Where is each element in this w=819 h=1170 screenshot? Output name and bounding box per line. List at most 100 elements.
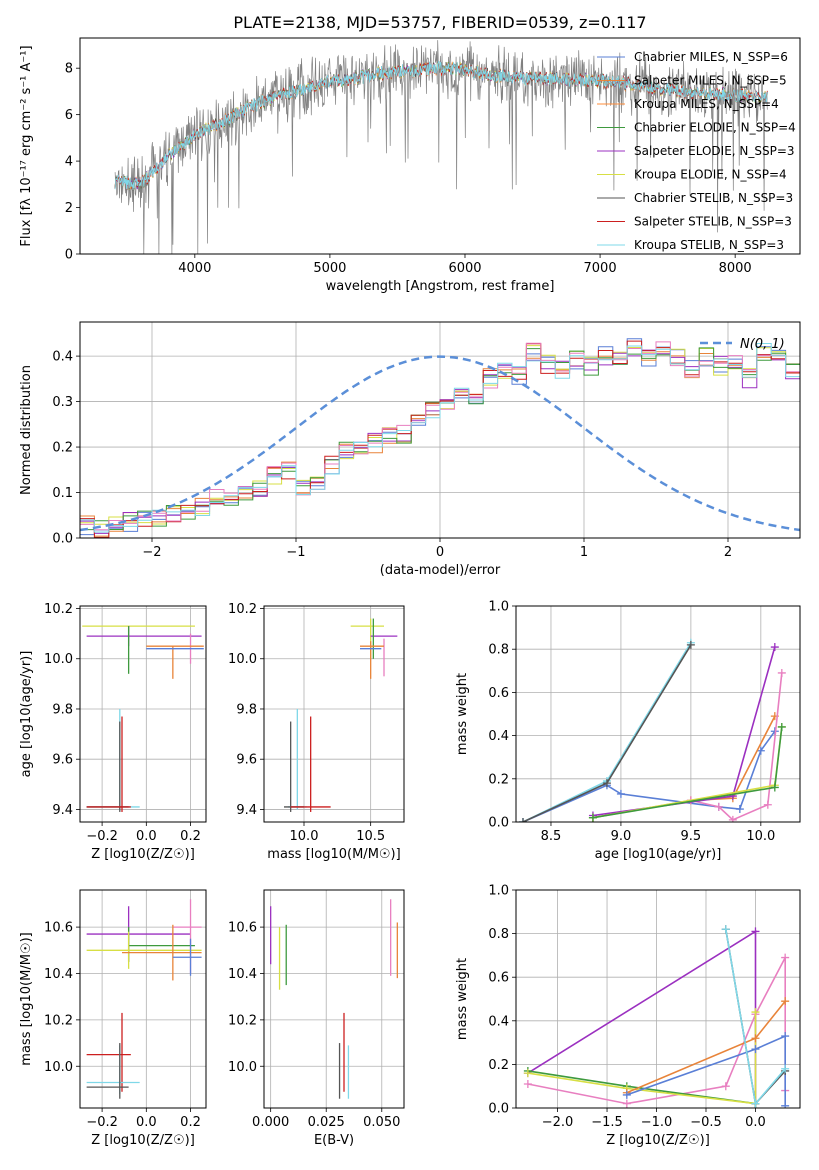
grid xyxy=(264,606,404,822)
y-tick-label: 10.4 xyxy=(44,967,73,982)
legend-label: Chabrier ELODIE, N_SSP=4 xyxy=(634,121,796,135)
histogram-step-line xyxy=(80,347,800,531)
histogram-step-line xyxy=(80,345,800,525)
y-tick-label: 0.8 xyxy=(488,643,509,658)
weight-point-marker xyxy=(781,953,790,962)
axes-frame xyxy=(515,605,801,823)
grid xyxy=(80,890,206,1108)
grid xyxy=(264,890,404,1108)
y-tick-label: 10.0 xyxy=(44,652,73,667)
weight-point-marker xyxy=(777,722,786,731)
plot-area xyxy=(114,40,768,254)
weight-point-marker xyxy=(751,1034,760,1043)
legend-label: Kroupa ELODIE, N_SSP=4 xyxy=(634,168,787,182)
y-tick-label: 10.0 xyxy=(44,1060,73,1075)
x-tick-label: 0.0 xyxy=(745,1115,766,1130)
weight-point-marker xyxy=(622,1099,631,1108)
axes-frame xyxy=(79,605,207,823)
y-tick-label: 9.4 xyxy=(52,803,73,818)
y-axis-label: Normed distribution xyxy=(19,365,34,495)
y-tick-label: 9.6 xyxy=(236,753,257,768)
x-tick-label: −0.2 xyxy=(86,1115,118,1130)
x-tick-label: −2 xyxy=(142,545,161,560)
weight-point-marker xyxy=(728,815,737,822)
legend-label: Kroupa STELIB, N_SSP=3 xyxy=(634,238,784,252)
plot-area xyxy=(86,899,202,1099)
axes: 0.000 0.025 0.050 10.0 10.2 10.4 10.6 E(B-V) xyxy=(228,889,405,1148)
weight-series-line xyxy=(527,1012,757,1105)
x-tick-label: 0.0 xyxy=(136,829,157,844)
y-tick-label: 0.6 xyxy=(488,971,509,986)
x-tick-label: 0.000 xyxy=(252,1115,289,1130)
y-tick-label: 0.3 xyxy=(52,395,73,410)
y-tick-label: 0.0 xyxy=(488,1102,509,1117)
weight-point-marker xyxy=(523,1080,532,1089)
y-tick-label: 0.0 xyxy=(488,816,509,831)
x-tick-label: 9.5 xyxy=(681,829,702,844)
y-tick-label: 0.4 xyxy=(488,1014,509,1029)
x-axis-label: mass [log10(M/M☉)] xyxy=(267,847,400,862)
weight-series-line xyxy=(522,642,692,822)
y-tick-label: 0.6 xyxy=(488,686,509,701)
legend-label: Salpeter MILES, N_SSP=5 xyxy=(634,74,787,88)
spectrum-panel: 4000 5000 6000 7000 8000 0 2 4 6 8 wavelength [Ang… xyxy=(19,37,801,294)
weight-point-marker xyxy=(602,779,611,788)
x-tick-label: 10.0 xyxy=(290,829,319,844)
y-tick-label: 10.2 xyxy=(228,1013,257,1028)
plot-area xyxy=(518,638,786,822)
y-tick-label: 10.2 xyxy=(44,1013,73,1028)
y-tick-label: 0.0 xyxy=(52,532,73,547)
y-tick-label: 8 xyxy=(65,62,73,77)
axes-frame xyxy=(79,321,801,539)
y-tick-label: 0.2 xyxy=(52,441,73,456)
axes-frame xyxy=(263,605,405,823)
axes-frame xyxy=(79,889,207,1109)
weight-point-marker xyxy=(777,668,786,677)
x-tick-label: 10.0 xyxy=(746,829,775,844)
y-tick-label: 2 xyxy=(65,201,73,216)
x-tick-label: −0.5 xyxy=(690,1115,722,1130)
y-tick-label: 0.1 xyxy=(52,486,73,501)
mass-vs-reddening-panel: 0.000 0.025 0.050 10.0 10.2 10.4 10.6 E(B-V) xyxy=(228,889,405,1148)
x-axis-label: wavelength [Angstrom, rest frame] xyxy=(326,279,555,294)
normal-distribution-curve xyxy=(80,355,800,532)
axes: 10.0 10.5 9.4 9.6 9.8 10.0 10.2 mass [log10(M/M… xyxy=(228,602,405,862)
x-tick-label: 0.050 xyxy=(363,1115,400,1130)
y-tick-label: 9.6 xyxy=(52,753,73,768)
y-tick-label: 0.2 xyxy=(488,772,509,787)
x-tick-label: 9.0 xyxy=(611,829,632,844)
observed-spectrum-line xyxy=(114,40,768,254)
mass-vs-metallicity-panel: −0.2 0.0 0.2 10.0 10.2 10.4 10.6 Z [log10(Z/Z☉)… xyxy=(19,889,207,1148)
axes-frame xyxy=(263,889,405,1109)
weight-series-line xyxy=(522,644,692,822)
x-axis-label: Z [log10(Z/Z☉)] xyxy=(91,1133,195,1148)
x-tick-label: 0.2 xyxy=(180,1115,201,1130)
x-tick-label: −1 xyxy=(286,545,305,560)
plot-area xyxy=(80,338,800,538)
x-tick-label: 0 xyxy=(436,545,444,560)
y-tick-label: 10.2 xyxy=(228,602,257,617)
legend-label: Salpeter STELIB, N_SSP=3 xyxy=(634,215,792,229)
axes: −0.2 0.0 0.2 10.0 10.2 10.4 10.6 Z [log10(Z/Z☉)… xyxy=(19,889,207,1148)
weight-point-marker xyxy=(588,813,597,822)
weight-vs-age-panel: 8.5 9.0 9.5 10.0 0.0 0.2 0.4 0.6 0.8 1.0 age [log1… xyxy=(455,600,801,862)
y-axis-label: mass weight xyxy=(455,958,470,1040)
y-tick-label: 10.2 xyxy=(44,602,73,617)
plot-area xyxy=(523,925,790,1108)
weight-point-marker xyxy=(523,1069,532,1078)
x-tick-label: 0.025 xyxy=(308,1115,345,1130)
weight-point-marker xyxy=(781,1032,790,1041)
x-tick-label: 10.5 xyxy=(356,829,385,844)
y-tick-label: 6 xyxy=(65,108,73,123)
y-tick-label: 4 xyxy=(65,155,73,170)
x-tick-label: 6000 xyxy=(448,261,481,276)
weight-series-line xyxy=(527,957,787,1105)
y-tick-label: 10.0 xyxy=(228,652,257,667)
legend-label: Kroupa MILES, N_SSP=4 xyxy=(634,97,779,111)
plot-area xyxy=(284,618,398,812)
x-tick-label: 8.5 xyxy=(541,829,562,844)
weight-point-marker xyxy=(751,1008,760,1017)
x-tick-label: 8000 xyxy=(719,261,752,276)
legend: N(0, 1) xyxy=(700,337,785,352)
